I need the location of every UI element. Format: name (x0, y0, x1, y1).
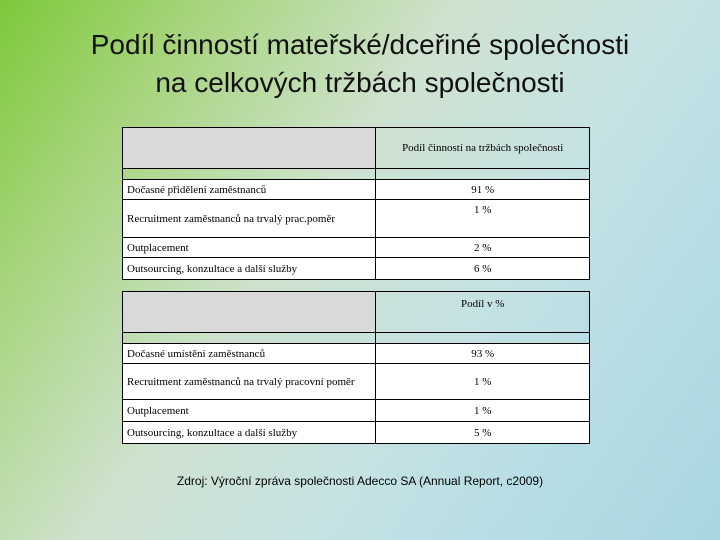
row-label: Outplacement (121, 399, 377, 422)
slide-title: Podíl činností mateřské/dceřiné společno… (0, 26, 720, 102)
table-row: Outsourcing, konzultace a další služby 5… (121, 421, 590, 444)
table-row: Recruitment zaměstnanců na trvalý prac.p… (121, 199, 590, 238)
table-row: Dočasné umístění zaměstnanců 93 % (121, 343, 590, 364)
row-label: Dočasné umístění zaměstnanců (121, 343, 377, 364)
header-blank-cell (121, 127, 377, 169)
table-row: Outplacement 1 % (121, 399, 590, 422)
row-label: Recruitment zaměstnanců na trvalý prac.p… (121, 199, 377, 238)
title-line-1: Podíl činností mateřské/dceřiné společno… (90, 29, 630, 60)
source-note: Zdroj: Výroční zpráva společnosti Adecco… (176, 474, 544, 488)
table-row: Outsourcing, konzultace a další služby 6… (121, 257, 590, 280)
row-value: 91 % (375, 179, 590, 200)
row-label: Outsourcing, konzultace a další služby (121, 257, 377, 280)
table-header: Podíl činností na tržbách společnosti (375, 127, 590, 169)
revenue-share-table-parent: Podíl činností na tržbách společnosti Do… (121, 127, 590, 280)
table-header: Podíl v % (375, 291, 590, 333)
title-line-2: na celkových tržbách společnosti (155, 67, 565, 98)
row-label: Dočasné přidělení zaměstnanců (121, 179, 377, 200)
revenue-share-table-subsidiary: Podíl v % Dočasné umístění zaměstnanců 9… (121, 291, 590, 444)
table-row: Recruitment zaměstnanců na trvalý pracov… (121, 363, 590, 400)
row-value: 6 % (375, 257, 590, 280)
row-value: 2 % (375, 237, 590, 258)
row-value: 5 % (375, 421, 590, 444)
row-value: 1 % (375, 399, 590, 422)
row-value: 1 % (375, 363, 590, 400)
row-label: Outsourcing, konzultace a další služby (121, 421, 377, 444)
row-value: 93 % (375, 343, 590, 364)
row-label: Recruitment zaměstnanců na trvalý pracov… (121, 363, 377, 400)
header-blank-cell (121, 291, 377, 333)
table-row: Dočasné přidělení zaměstnanců 91 % (121, 179, 590, 200)
row-value: 1 % (375, 199, 590, 238)
table-row: Outplacement 2 % (121, 237, 590, 258)
row-label: Outplacement (121, 237, 377, 258)
